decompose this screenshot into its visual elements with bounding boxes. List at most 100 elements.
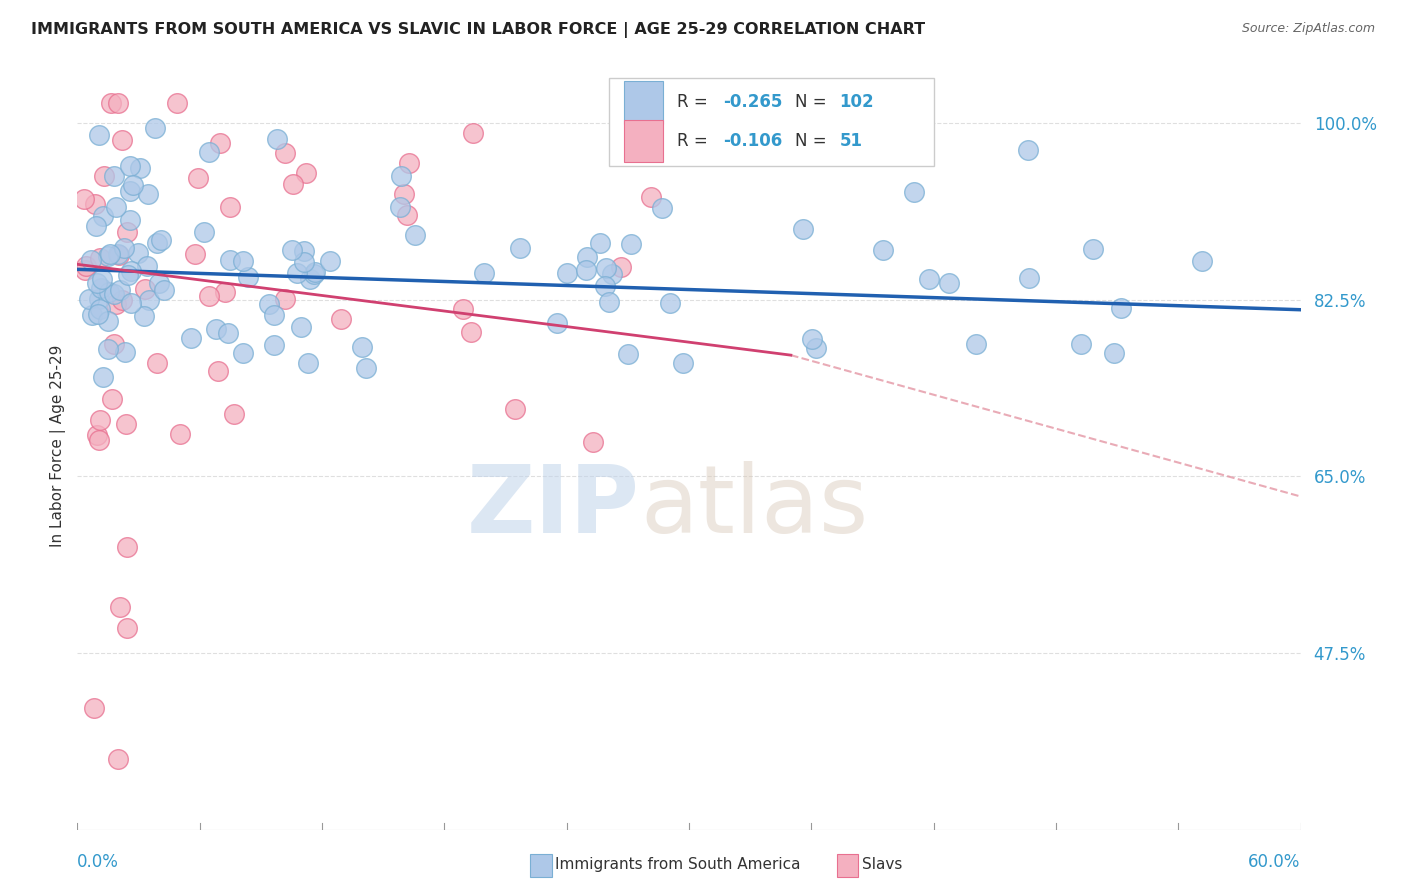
- Point: [91, 369, 114, 384]
- Point: [93, 169, 115, 183]
- Text: 0.0%: 0.0%: [77, 853, 120, 871]
- Point: [298, 271, 321, 285]
- Point: [103, 169, 125, 183]
- Point: [166, 95, 188, 110]
- Point: [285, 266, 308, 280]
- Point: [575, 263, 598, 277]
- Point: [463, 126, 485, 140]
- Point: [120, 295, 142, 310]
- Text: IMMIGRANTS FROM SOUTH AMERICA VS SLAVIC IN LABOR FORCE | AGE 25-29 CORRELATION C: IMMIGRANTS FROM SOUTH AMERICA VS SLAVIC …: [31, 22, 925, 38]
- Point: [120, 213, 142, 227]
- Point: [112, 242, 135, 256]
- Point: [283, 177, 305, 191]
- Point: [111, 133, 134, 147]
- Point: [89, 302, 111, 317]
- Point: [219, 253, 242, 268]
- Point: [509, 240, 531, 254]
- Point: [117, 268, 139, 282]
- Point: [1104, 346, 1126, 360]
- Point: [87, 128, 110, 142]
- Text: 102: 102: [839, 94, 875, 112]
- Point: [149, 233, 172, 247]
- Point: [91, 210, 114, 224]
- Point: [134, 282, 156, 296]
- Point: [1070, 337, 1092, 351]
- Point: [152, 283, 174, 297]
- Point: [352, 340, 374, 354]
- Text: 60.0%: 60.0%: [1249, 853, 1301, 871]
- Point: [105, 200, 128, 214]
- FancyBboxPatch shape: [609, 78, 934, 166]
- Point: [77, 292, 100, 306]
- Point: [297, 356, 319, 370]
- Point: [90, 281, 112, 295]
- Point: [75, 259, 97, 273]
- Point: [389, 201, 412, 215]
- Point: [193, 225, 215, 239]
- Point: [97, 249, 120, 263]
- Point: [598, 294, 620, 309]
- Point: [127, 246, 149, 260]
- Point: [582, 434, 605, 449]
- Point: [114, 345, 136, 359]
- Point: [108, 248, 131, 262]
- Point: [180, 331, 202, 345]
- Point: [557, 266, 579, 280]
- Point: [111, 293, 134, 307]
- Point: [616, 346, 638, 360]
- Point: [259, 296, 281, 310]
- Point: [304, 265, 326, 279]
- Point: [135, 260, 157, 274]
- Point: [472, 266, 495, 280]
- Point: [938, 276, 960, 290]
- Point: [89, 251, 111, 265]
- Point: [1111, 301, 1133, 315]
- Point: [120, 264, 142, 278]
- Point: [620, 236, 643, 251]
- Point: [87, 292, 110, 306]
- Point: [672, 356, 695, 370]
- Point: [872, 243, 894, 257]
- Point: [292, 255, 315, 269]
- Point: [217, 326, 239, 341]
- Point: [460, 326, 482, 340]
- Point: [318, 254, 340, 268]
- Point: [404, 228, 426, 243]
- Point: [110, 600, 132, 615]
- Point: [184, 246, 207, 260]
- Text: ZIP: ZIP: [467, 461, 640, 553]
- Point: [90, 272, 112, 286]
- Bar: [624, 81, 664, 124]
- Point: [1191, 253, 1213, 268]
- Point: [136, 186, 159, 201]
- Point: [115, 417, 138, 431]
- Point: [209, 136, 232, 151]
- Point: [98, 285, 121, 300]
- Point: [118, 160, 141, 174]
- Point: [80, 253, 103, 268]
- Point: [806, 341, 828, 355]
- Point: [330, 312, 353, 326]
- Point: [292, 244, 315, 258]
- Point: [73, 192, 96, 206]
- Point: [903, 185, 925, 199]
- Point: [1081, 243, 1104, 257]
- Point: [120, 185, 142, 199]
- Text: N =: N =: [796, 132, 832, 150]
- Point: [394, 186, 416, 201]
- Point: [97, 342, 120, 356]
- Text: atlas: atlas: [640, 461, 869, 553]
- Point: [122, 178, 145, 193]
- Point: [107, 752, 129, 766]
- Point: [100, 246, 122, 260]
- Point: [236, 269, 259, 284]
- Point: [453, 301, 475, 316]
- Text: Immigrants from South America: Immigrants from South America: [555, 857, 801, 872]
- Point: [89, 413, 111, 427]
- Point: [86, 276, 108, 290]
- Point: [274, 146, 297, 161]
- Point: [281, 243, 304, 257]
- Point: [1018, 270, 1040, 285]
- Point: [593, 279, 616, 293]
- Point: [651, 201, 673, 215]
